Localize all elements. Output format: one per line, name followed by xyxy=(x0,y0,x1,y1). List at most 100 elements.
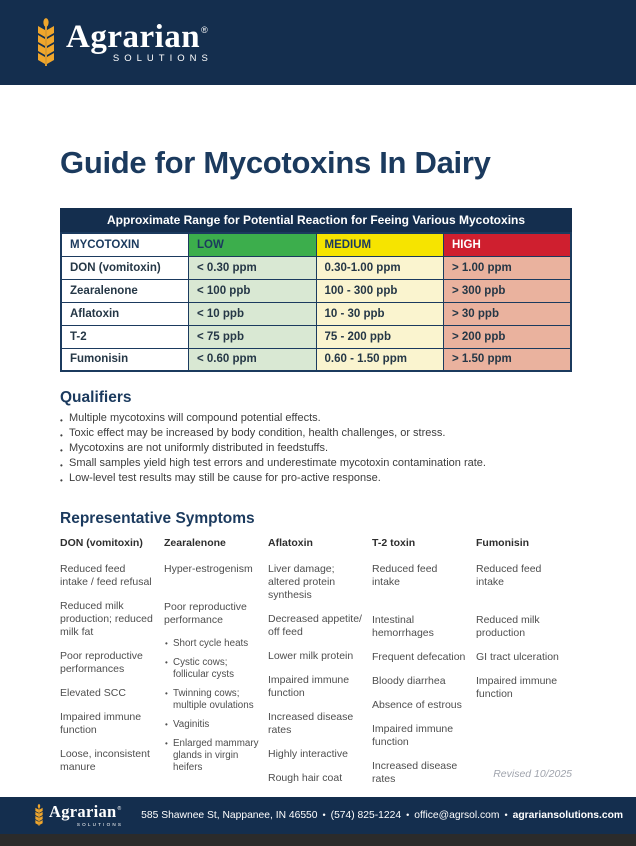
low-value-cell: < 10 ppb xyxy=(188,301,317,326)
symptom-item: Lower milk protein xyxy=(268,650,354,662)
symptom-item: Poor reproductive performances xyxy=(60,650,143,675)
medium-value-cell: 0.30-1.00 ppm xyxy=(315,255,444,280)
high-value-cell: > 1.00 ppm xyxy=(443,255,572,280)
column-header-high: HIGH xyxy=(443,232,572,257)
high-value-cell: > 300 ppb xyxy=(443,278,572,303)
symptoms-heading: Representative Symptoms xyxy=(60,510,255,527)
brand-subtitle: SOLUTIONS xyxy=(112,52,213,64)
registered-mark: ® xyxy=(201,24,208,35)
footer-website[interactable]: agrariansolutions.com xyxy=(512,810,624,821)
qualifier-item: Small samples yield high test errors and… xyxy=(60,456,572,473)
low-value-cell: < 75 ppb xyxy=(188,324,317,349)
wheat-icon xyxy=(34,804,44,827)
revised-date: Revised 10/2025 xyxy=(493,768,572,780)
table-row: T-2 < 75 ppb 75 - 200 ppb > 200 ppb xyxy=(60,324,572,349)
separator-dot: • xyxy=(504,810,508,820)
symptom-item: Impaired immune function xyxy=(60,711,142,736)
symptom-item: Rough hair coat xyxy=(268,772,343,784)
symptom-item: Frequent defecation xyxy=(372,651,466,663)
separator-dot: • xyxy=(406,810,410,820)
brand-name: Agrarian xyxy=(49,802,117,821)
mycotoxin-name-cell: Aflatoxin xyxy=(60,301,189,326)
header-bar: Agrarian® SOLUTIONS xyxy=(0,0,636,85)
footer-bar: Agrarian® SOLUTIONS 585 Shawnee St, Napp… xyxy=(0,797,636,834)
symptom-item: Reduced feed intake xyxy=(476,563,542,588)
symptom-item: Impaired immune function xyxy=(268,674,350,699)
symptom-item: Intestinal hemorrhages xyxy=(372,614,434,639)
medium-value-cell: 10 - 30 ppb xyxy=(315,301,444,326)
high-value-cell: > 1.50 ppm xyxy=(443,347,572,372)
table-caption: Approximate Range for Potential Reaction… xyxy=(60,208,572,232)
symptom-column: Zearalenone Hyper-estrogenism Poor reprodu… xyxy=(164,537,260,797)
separator-dot: • xyxy=(322,810,326,820)
symptoms-columns: DON (vomitoxin) Reduced feed intake / fee… xyxy=(60,537,572,797)
low-value-cell: < 0.30 ppm xyxy=(188,255,317,280)
qualifier-item: Toxic effect may be increased by body co… xyxy=(60,426,572,443)
medium-value-cell: 100 - 300 ppb xyxy=(315,278,444,303)
symptom-item: Impaired immune function xyxy=(476,675,558,700)
mycotoxin-name-cell: Zearalenone xyxy=(60,278,189,303)
symptom-item: Reduced milk production xyxy=(476,614,540,639)
symptom-item: Decreased appetite/ off feed xyxy=(268,613,362,638)
symptom-item: Bloody diarrhea xyxy=(372,675,446,687)
footer-phone: (574) 825-1224 xyxy=(330,810,402,821)
symptom-item: Elevated SCC xyxy=(60,687,126,699)
symptom-column-title: DON (vomitoxin) xyxy=(60,537,143,549)
document-body: Guide for Mycotoxins In Dairy Approximat… xyxy=(0,85,636,797)
symptom-item: Absence of estrous xyxy=(372,699,462,711)
brand-wordmark: Agrarian® SOLUTIONS xyxy=(49,802,124,827)
symptom-column-title: T-2 toxin xyxy=(372,537,416,549)
low-value-cell: < 0.60 ppm xyxy=(188,347,317,372)
low-value-cell: < 100 ppb xyxy=(188,278,317,303)
symptom-subitem: Short cycle heats xyxy=(164,638,260,650)
symptom-item: Increased disease rates xyxy=(268,711,354,736)
symptom-item: Reduced feed intake / feed refusal xyxy=(60,563,152,588)
column-header-mycotoxin: MYCOTOXIN xyxy=(60,232,189,257)
symptom-subitem: Enlarged mammary glands in virgin heifer… xyxy=(164,738,260,774)
column-header-low: LOW xyxy=(188,232,317,257)
symptom-item: Reduced feed intake xyxy=(372,563,438,588)
symptom-subitem: Twinning cows; multiple ovulations xyxy=(164,688,260,712)
symptom-item: Impaired immune function xyxy=(372,723,454,748)
page-title: Guide for Mycotoxins In Dairy xyxy=(60,145,491,180)
qualifiers-heading: Qualifiers xyxy=(60,389,132,406)
footer-contact: 585 Shawnee St, Nappanee, IN 46550 • (574)… xyxy=(141,810,623,821)
footer-email[interactable]: office@agrsol.com xyxy=(414,810,500,821)
mycotoxin-name-cell: T-2 xyxy=(60,324,189,349)
symptom-item: Increased disease rates xyxy=(372,760,458,785)
medium-value-cell: 0.60 - 1.50 ppm xyxy=(315,347,444,372)
table-row: Zearalenone < 100 ppb 100 - 300 ppb > 300 p… xyxy=(60,278,572,303)
registered-mark: ® xyxy=(117,806,122,812)
symptom-column: Fumonisin Reduced feed intake Reduced milk… xyxy=(476,537,572,797)
symptom-item: Reduced milk production; reduced milk fa… xyxy=(60,600,153,638)
symptom-item: Liver damage; altered protein synthesis xyxy=(268,563,336,601)
symptom-column-title: Aflatoxin xyxy=(268,537,313,549)
qualifier-item: Low-level test results may still be caus… xyxy=(60,471,572,488)
mycotoxin-name-cell: Fumonisin xyxy=(60,347,189,372)
table-row: Aflatoxin < 10 ppb 10 - 30 ppb > 30 ppb xyxy=(60,301,572,326)
qualifiers-list: Multiple mycotoxins will compound potent… xyxy=(60,411,572,488)
bottom-strip xyxy=(0,834,636,846)
brand-subtitle: SOLUTIONS xyxy=(76,822,124,827)
symptom-item: Highly interactive xyxy=(268,748,348,760)
symptom-item: Hyper-estrogenism xyxy=(164,563,253,575)
mycotoxin-table-body: DON (vomitoxin) < 0.30 ppm 0.30-1.00 ppm > … xyxy=(60,255,572,372)
qualifier-item: Mycotoxins are not uniformly distributed… xyxy=(60,441,572,458)
symptom-column: DON (vomitoxin) Reduced feed intake / fee… xyxy=(60,537,156,797)
symptom-column-title: Zearalenone xyxy=(164,537,226,549)
wheat-icon xyxy=(35,17,57,68)
symptom-column: T-2 toxin Reduced feed intake Intestinal h… xyxy=(372,537,468,797)
symptom-item: Loose, inconsistent manure xyxy=(60,748,150,773)
footer-address: 585 Shawnee St, Nappanee, IN 46550 xyxy=(141,810,318,821)
high-value-cell: > 30 ppb xyxy=(443,301,572,326)
symptom-item: GI tract ulceration xyxy=(476,651,559,663)
symptom-column: Aflatoxin Liver damage; altered protein s… xyxy=(268,537,364,797)
column-header-medium: MEDIUM xyxy=(315,232,444,257)
brand-wordmark: Agrarian® SOLUTIONS xyxy=(66,20,208,64)
mycotoxin-name-cell: DON (vomitoxin) xyxy=(60,255,189,280)
symptom-column-title: Fumonisin xyxy=(476,537,530,549)
symptom-subitem: Vaginitis xyxy=(164,719,260,731)
table-row: Fumonisin < 0.60 ppm 0.60 - 1.50 ppm > 1.50… xyxy=(60,347,572,372)
medium-value-cell: 75 - 200 ppb xyxy=(315,324,444,349)
symptom-item: Poor reproductive performance xyxy=(164,601,247,626)
